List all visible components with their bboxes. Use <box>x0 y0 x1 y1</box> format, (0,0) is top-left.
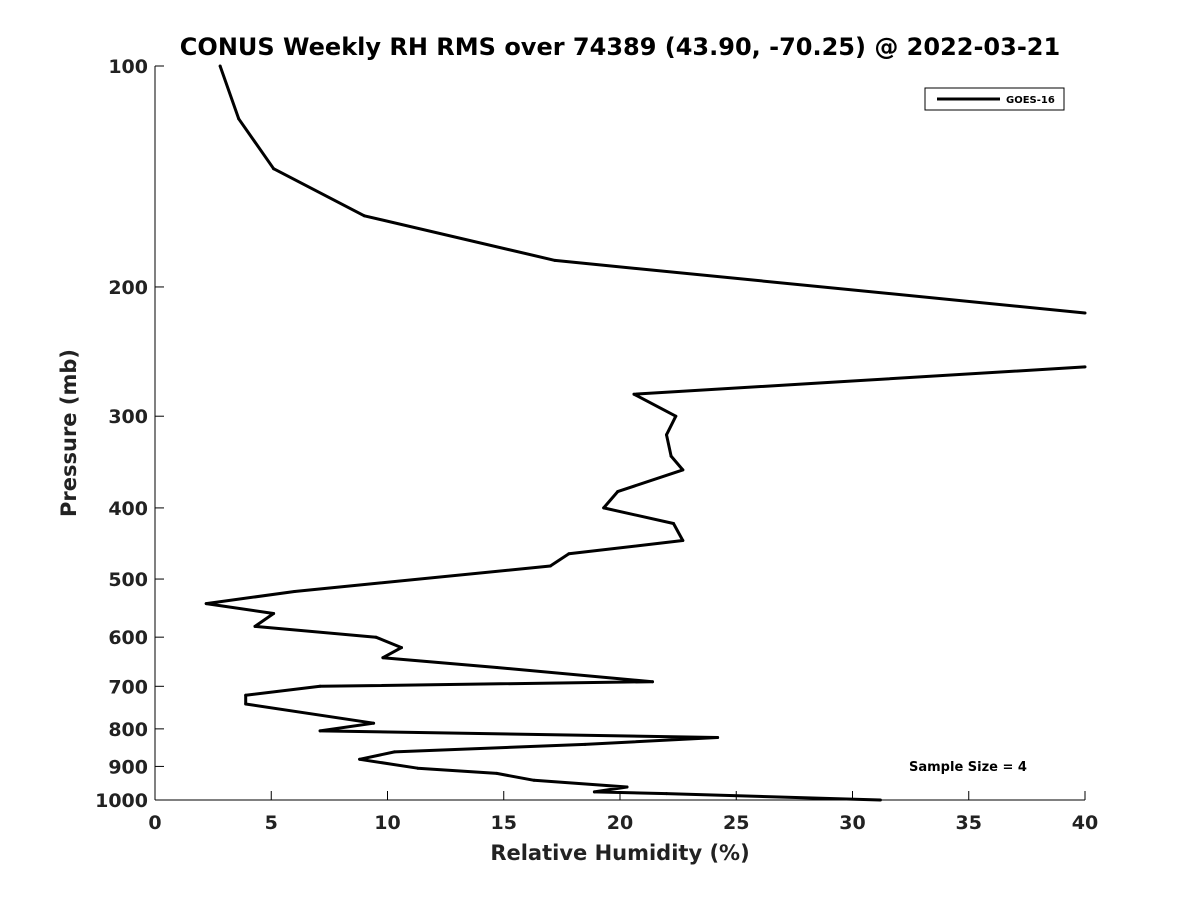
y-axis-label: Pressure (mb) <box>57 349 81 517</box>
y-tick-label: 700 <box>108 676 148 698</box>
data-point <box>244 693 248 697</box>
x-tick-label: 20 <box>607 812 633 834</box>
y-tick-label: 800 <box>108 719 148 741</box>
data-point <box>548 564 552 568</box>
data-point <box>318 684 322 688</box>
data-point <box>416 766 420 770</box>
series-line-segment-1 <box>218 65 1086 315</box>
data-point <box>665 792 668 796</box>
data-point <box>372 721 376 725</box>
y-ticks: 100 200 300 400 500 600 700 800 900 1000 <box>95 56 164 812</box>
data-point <box>878 798 882 802</box>
data-point <box>674 414 678 418</box>
data-point <box>393 750 396 754</box>
data-point <box>672 522 675 525</box>
plot-area: 0 5 10 15 20 25 30 35 40 100 200 300 400 500 600 700 80… <box>95 56 1098 834</box>
data-point <box>681 468 685 472</box>
data-point <box>400 646 403 650</box>
data-point <box>665 433 668 437</box>
x-tick-label: 30 <box>839 812 865 834</box>
data-point <box>272 612 276 615</box>
data-point <box>632 392 636 396</box>
x-tick-label: 10 <box>374 812 400 834</box>
y-tick-label: 900 <box>108 756 148 778</box>
data-point <box>1083 311 1087 315</box>
y-tick-label: 600 <box>108 627 148 649</box>
data-point <box>362 214 366 218</box>
data-point <box>567 552 571 556</box>
data-point <box>218 64 222 68</box>
legend: GOES-16 <box>924 87 1065 111</box>
y-tick-label: 400 <box>108 498 148 520</box>
data-point <box>318 729 322 733</box>
data-point <box>374 635 378 639</box>
data-point <box>495 771 499 775</box>
data-point <box>381 656 385 660</box>
x-tick-label: 25 <box>723 812 749 834</box>
y-tick-label: 200 <box>108 277 148 299</box>
data-point <box>602 506 606 510</box>
data-point <box>553 258 557 262</box>
data-point <box>616 490 620 494</box>
data-point <box>237 117 241 121</box>
chart-title: CONUS Weekly RH RMS over 74389 (43.90, -… <box>180 33 1060 61</box>
x-tick-label: 40 <box>1072 812 1098 834</box>
series-group <box>204 64 1087 802</box>
data-point <box>583 742 587 746</box>
data-point <box>651 680 654 684</box>
data-point <box>716 736 720 739</box>
y-tick-label: 300 <box>108 406 148 428</box>
data-point <box>204 602 208 606</box>
x-ticks: 0 5 10 15 20 25 30 35 40 <box>148 791 1098 834</box>
x-tick-label: 15 <box>491 812 517 834</box>
sample-size-annotation: Sample Size = 4 <box>909 760 1027 775</box>
x-tick-label: 35 <box>956 812 982 834</box>
data-point <box>681 539 685 542</box>
data-point <box>244 702 248 706</box>
data-point <box>272 167 276 171</box>
y-tick-label: 100 <box>108 56 148 78</box>
data-point <box>532 778 536 782</box>
data-point <box>592 790 596 794</box>
y-tick-label: 500 <box>108 569 148 591</box>
data-point <box>495 666 499 669</box>
x-tick-label: 5 <box>265 812 278 834</box>
data-point <box>293 590 296 593</box>
data-point <box>625 785 629 789</box>
legend-label: GOES-16 <box>1006 95 1055 106</box>
y-tick-label: 1000 <box>95 790 148 812</box>
x-axis-label: Relative Humidity (%) <box>490 841 749 865</box>
data-point <box>358 757 362 761</box>
data-point <box>1083 365 1087 369</box>
x-tick-label: 0 <box>148 812 161 834</box>
data-point <box>669 454 673 458</box>
data-point <box>253 624 257 628</box>
